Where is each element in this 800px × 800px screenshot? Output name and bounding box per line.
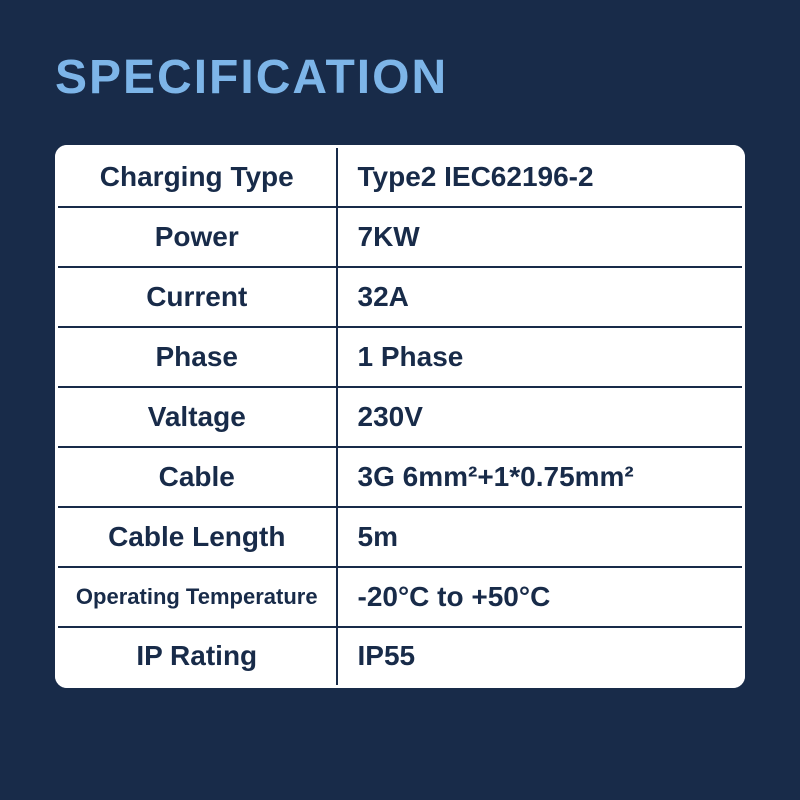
spec-value: 1 Phase	[337, 327, 744, 387]
spec-table: Charging Type Type2 IEC62196-2 Power 7KW…	[55, 145, 745, 688]
spec-value: 3G 6mm²+1*0.75mm²	[337, 447, 744, 507]
spec-value: 7KW	[337, 207, 744, 267]
spec-table-body: Charging Type Type2 IEC62196-2 Power 7KW…	[57, 147, 744, 687]
spec-label: Power	[57, 207, 337, 267]
spec-value: 32A	[337, 267, 744, 327]
table-row: IP Rating IP55	[57, 627, 744, 687]
spec-label: Phase	[57, 327, 337, 387]
table-row: Operating Temperature -20°C to +50°C	[57, 567, 744, 627]
spec-label: Valtage	[57, 387, 337, 447]
table-row: Cable 3G 6mm²+1*0.75mm²	[57, 447, 744, 507]
table-row: Valtage 230V	[57, 387, 744, 447]
table-row: Cable Length 5m	[57, 507, 744, 567]
spec-label: Operating Temperature	[57, 567, 337, 627]
spec-label: Current	[57, 267, 337, 327]
table-row: Power 7KW	[57, 207, 744, 267]
spec-label: IP Rating	[57, 627, 337, 687]
table-row: Phase 1 Phase	[57, 327, 744, 387]
spec-label: Charging Type	[57, 147, 337, 207]
spec-label: Cable	[57, 447, 337, 507]
spec-value: Type2 IEC62196-2	[337, 147, 744, 207]
spec-value: -20°C to +50°C	[337, 567, 744, 627]
table-row: Charging Type Type2 IEC62196-2	[57, 147, 744, 207]
spec-value: IP55	[337, 627, 744, 687]
spec-label: Cable Length	[57, 507, 337, 567]
spec-value: 230V	[337, 387, 744, 447]
table-row: Current 32A	[57, 267, 744, 327]
spec-value: 5m	[337, 507, 744, 567]
spec-table-wrapper: Charging Type Type2 IEC62196-2 Power 7KW…	[55, 145, 745, 688]
page-title: SPECIFICATION	[55, 50, 745, 105]
